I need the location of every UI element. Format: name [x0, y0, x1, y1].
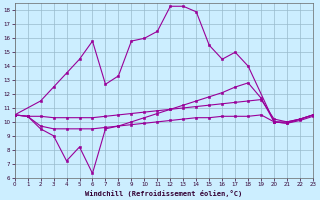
X-axis label: Windchill (Refroidissement éolien,°C): Windchill (Refroidissement éolien,°C) [85, 190, 243, 197]
